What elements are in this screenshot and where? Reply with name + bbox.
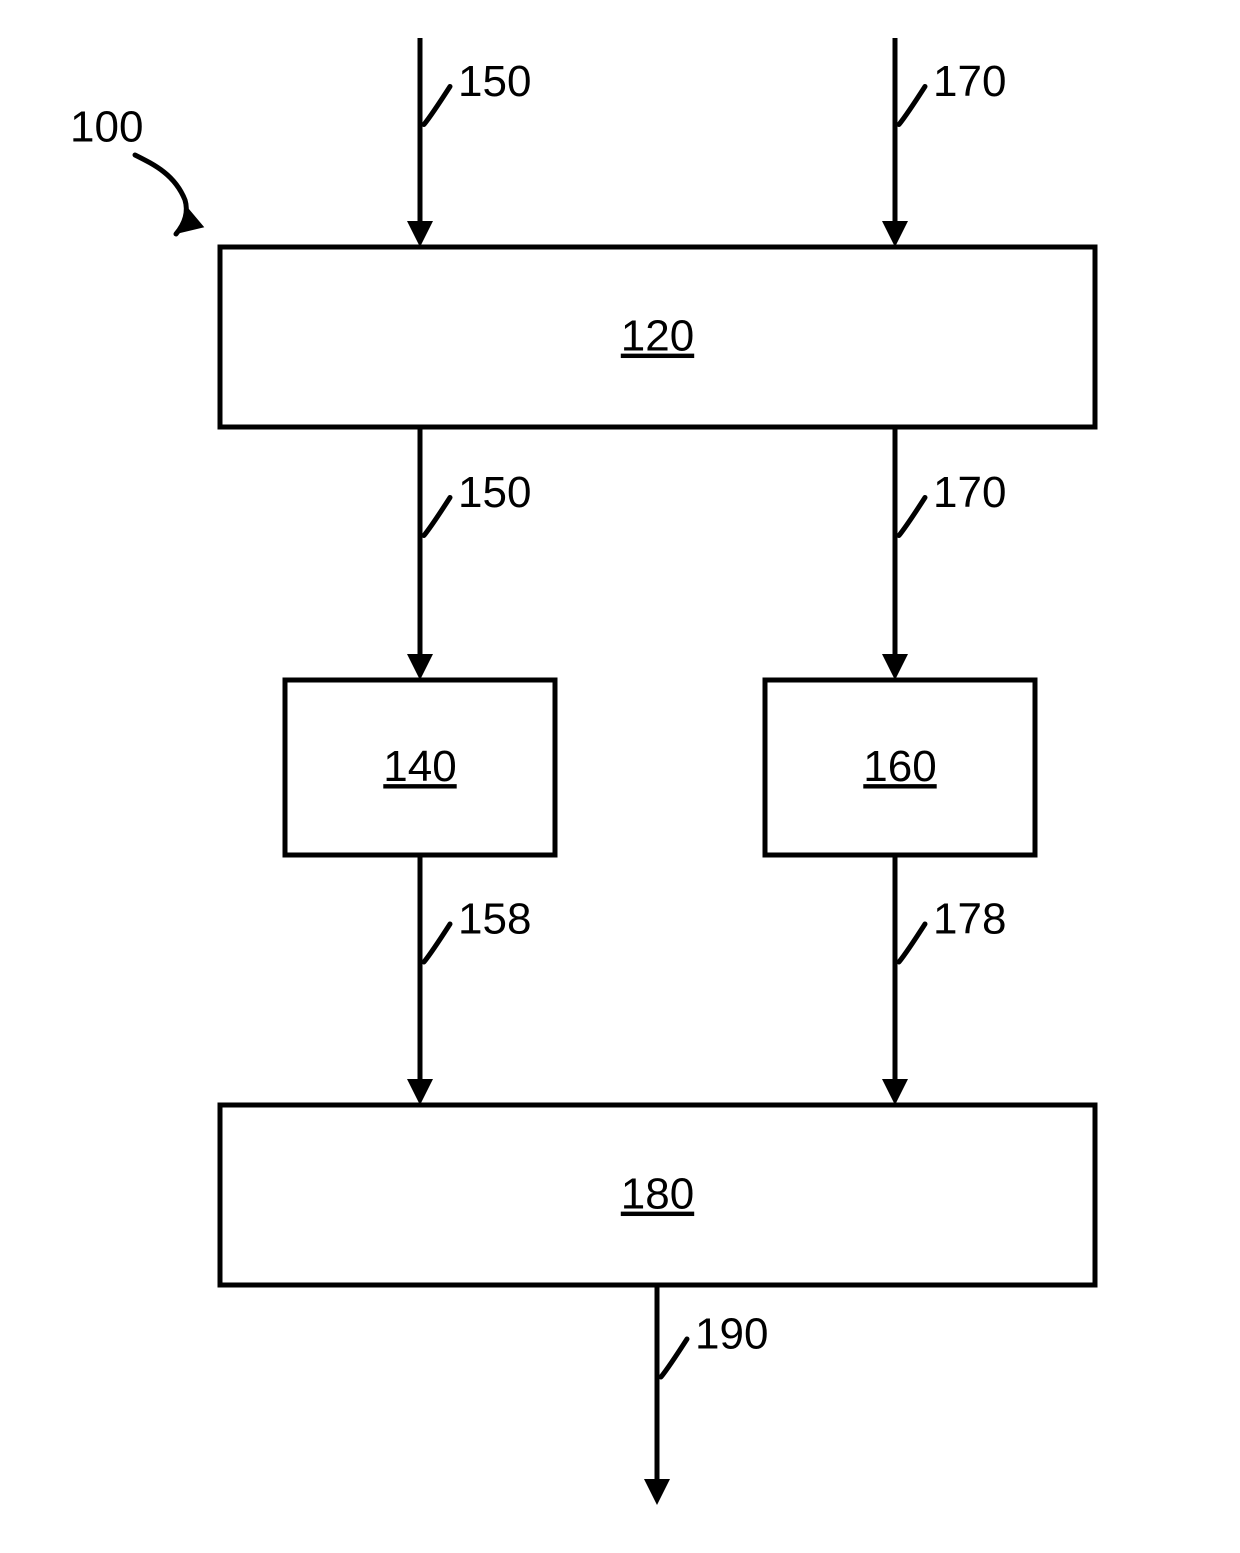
arrow-ref-a190: 190 — [695, 1310, 768, 1359]
node-label-n120: 120 — [621, 312, 694, 361]
arrow-ref-a150mid: 150 — [458, 468, 531, 517]
background — [0, 0, 1240, 1553]
node-label-n140: 140 — [383, 742, 456, 791]
node-label-n160: 160 — [863, 742, 936, 791]
node-label-n180: 180 — [621, 1170, 694, 1219]
arrow-ref-a158: 158 — [458, 895, 531, 944]
arrow-ref-a170mid: 170 — [933, 468, 1006, 517]
arrow-ref-a150top: 150 — [458, 57, 531, 106]
callout-label: 100 — [70, 103, 143, 152]
arrow-ref-a170top: 170 — [933, 57, 1006, 106]
arrow-ref-a178: 178 — [933, 895, 1006, 944]
